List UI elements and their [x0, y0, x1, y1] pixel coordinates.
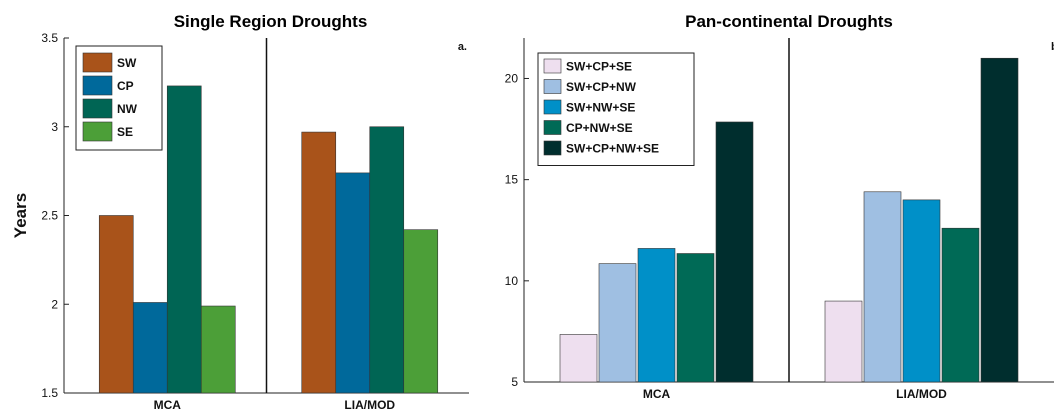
y-tick-label: 20: [505, 71, 519, 85]
legend-swatch-sw-cp-nw-se: [543, 140, 562, 156]
y-tick-label: 5: [511, 375, 518, 389]
legend-swatch-se: [82, 121, 113, 142]
legend-label-sw-cp-se: SW+CP+SE: [566, 60, 632, 74]
bar-mca-sw: [98, 215, 134, 394]
bar-mca-cp-nw-se: [676, 253, 715, 383]
bar-lia-mod-nw: [369, 126, 405, 394]
legend-swatch-cp-nw-se: [543, 120, 562, 135]
y-tick-label: 10: [505, 274, 519, 288]
legend-box: [537, 52, 695, 166]
bar-lia-mod-sw-cp-nw-se: [980, 57, 1019, 383]
legend-label-nw: NW: [117, 102, 138, 116]
chart-title: Pan-continental Droughts: [685, 12, 893, 31]
bar-mca-sw-cp-se: [559, 334, 598, 383]
bar-mca-cp: [132, 302, 168, 394]
chart-title: Single Region Droughts: [174, 12, 368, 31]
x-tick-label-lia-mod: LIA/MOD: [344, 398, 395, 409]
legend-swatch-sw: [82, 52, 113, 73]
y-tick-label: 2.5: [41, 209, 58, 223]
bar-lia-mod-se: [403, 229, 439, 394]
legend-label-sw-cp-nw-se: SW+CP+NW+SE: [566, 142, 659, 156]
bar-mca-se: [200, 305, 236, 394]
bar-mca-sw-cp-nw-se: [715, 121, 754, 383]
legend-swatch-cp: [82, 75, 113, 96]
bar-mca-sw-nw-se: [637, 248, 676, 383]
bar-lia-mod-sw-nw-se: [902, 199, 941, 383]
y-axis-label: Years: [11, 193, 30, 238]
x-tick-label-mca: MCA: [643, 387, 671, 401]
y-tick-label: 1.5: [41, 386, 58, 400]
bar-mca-sw-cp-nw: [598, 263, 637, 383]
bar-lia-mod-cp: [335, 172, 371, 394]
y-tick-label: 3: [51, 120, 58, 134]
bar-mca-nw: [166, 85, 202, 394]
legend-swatch-nw: [82, 98, 113, 119]
panel-1: Single Region Droughts 1.5 2 2.5 3 3.5 Years MC…: [11, 12, 469, 412]
legend-label-cp: CP: [117, 79, 134, 93]
legend-label-sw-nw-se: SW+NW+SE: [566, 101, 635, 115]
y-tick-label: 2: [51, 297, 58, 311]
legend-swatch-sw-cp-nw: [543, 79, 562, 94]
legend-label-cp-nw-se: CP+NW+SE: [566, 121, 633, 135]
bar-lia-mod-sw: [301, 131, 337, 394]
legend-label-sw-cp-nw: SW+CP+NW: [566, 80, 637, 94]
legend-swatch-sw-nw-se: [543, 99, 562, 115]
panel-label: b.: [1051, 41, 1054, 53]
legend: SW+CP+SE SW+CP+NW SW+NW+SE CP+NW+SE SW+CP+NW…: [537, 52, 695, 166]
bar-lia-mod-cp-nw-se: [941, 227, 980, 383]
y-tick-label: 3.5: [41, 31, 58, 45]
panel-label: a.: [458, 41, 467, 53]
legend-label-sw: SW: [117, 56, 137, 70]
legend-label-se: SE: [117, 125, 133, 139]
legend-swatch-sw-cp-se: [543, 58, 562, 74]
bar-lia-mod-sw-cp-nw: [863, 191, 902, 383]
legend: SW CP NW SE: [75, 45, 163, 151]
y-tick-label: 15: [505, 173, 519, 187]
x-tick-label-mca: MCA: [154, 398, 182, 409]
x-tick-label-lia-mod: LIA/MOD: [896, 387, 947, 401]
bar-lia-mod-sw-cp-se: [824, 300, 863, 383]
panel-2: Pan-continental Droughts 5 10 15 20 MCA LIA/MO…: [505, 12, 1054, 401]
